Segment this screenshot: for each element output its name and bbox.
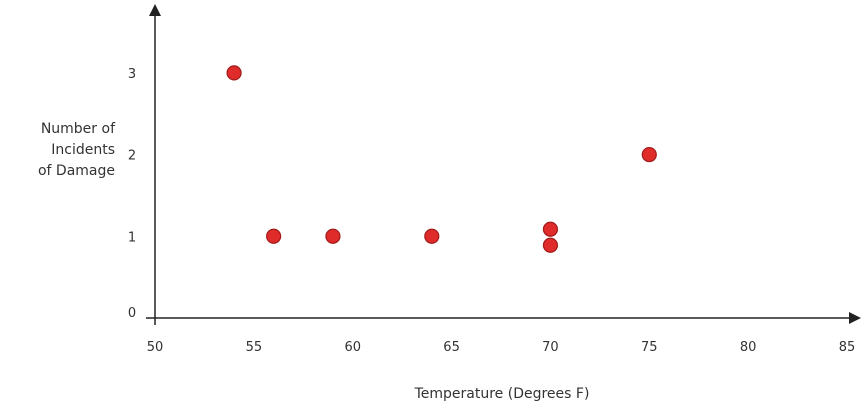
data-points: [226, 65, 657, 253]
x-axis-title: Temperature (Degrees F): [414, 386, 590, 402]
data-point: [266, 228, 282, 244]
x-tick-labels: 50 55 60 65 70 75 80 85: [147, 340, 856, 355]
y-tick-label: 1: [128, 230, 136, 245]
data-point: [325, 228, 341, 244]
y-axis-title-line: Number of: [41, 121, 116, 137]
data-point: [641, 146, 657, 163]
x-tick-label: 85: [839, 340, 856, 355]
x-tick-label: 70: [542, 340, 559, 355]
y-tick-label: 3: [128, 67, 136, 82]
data-point: [542, 221, 559, 237]
y-axis-title-line: Incidents: [51, 142, 115, 158]
x-tick-label: 50: [147, 340, 164, 355]
x-tick-label: 80: [740, 340, 757, 355]
data-point: [542, 237, 559, 253]
y-tick-label: 2: [128, 149, 136, 164]
x-tick-label: 65: [443, 340, 460, 355]
data-point: [424, 228, 440, 244]
data-point: [226, 65, 242, 81]
x-tick-label: 55: [246, 340, 263, 355]
y-tick-labels: 0 1 2 3: [128, 67, 136, 321]
y-tick-label: 0: [128, 306, 136, 321]
y-axis-title: Number of Incidents of Damage: [38, 121, 116, 179]
y-axis-title-line: of Damage: [38, 163, 115, 179]
x-tick-label: 75: [641, 340, 658, 355]
x-tick-label: 60: [344, 340, 361, 355]
